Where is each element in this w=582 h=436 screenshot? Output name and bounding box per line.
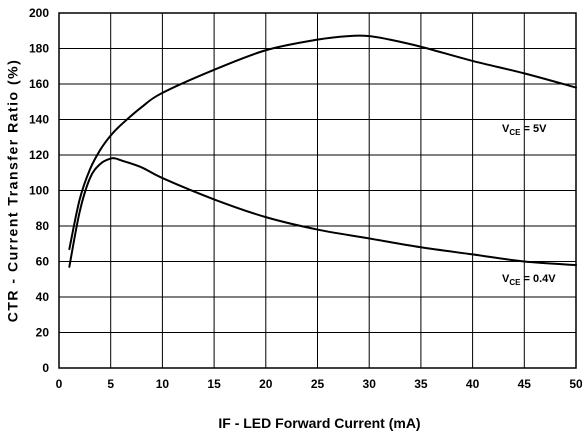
y-tick-label-10: 200 [29,6,49,20]
series-layer [68,34,577,268]
x-tick-label-4: 20 [259,377,273,391]
x-tick-label-3: 15 [207,377,221,391]
series-line-1 [68,157,577,268]
y-tick-label-5: 100 [29,184,49,198]
y-tick-label-7: 140 [29,113,49,127]
x-tick-labels: 0 5 10 15 20 25 30 35 40 45 50 [56,377,582,391]
curve-labels: VCE = 5V VCE = 0.4V [502,123,556,287]
series-line-0 [68,34,577,251]
x-tick-label-5: 25 [311,377,325,391]
x-tick-label-8: 40 [466,377,480,391]
x-tick-label-9: 45 [518,377,532,391]
x-axis-title: IF - LED Forward Current (mA) [218,415,420,431]
y-tick-label-6: 120 [29,148,49,162]
y-tick-label-8: 160 [29,77,49,91]
plot-frame [58,12,577,369]
y-tick-label-9: 180 [29,42,49,56]
series-label-1: VCE = 0.4V [502,273,556,287]
x-tick-label-10: 50 [569,377,582,391]
x-tick-label-1: 5 [107,377,114,391]
y-tick-labels: 0 20 40 60 80 100 120 140 160 180 200 [29,6,49,375]
y-axis-title: CTR - Current Transfer Ratio (%) [5,59,21,322]
y-tick-label-1: 20 [36,326,50,340]
y-tick-label-3: 60 [36,255,50,269]
y-tick-label-4: 80 [36,219,50,233]
series-label-0: VCE = 5V [502,123,547,137]
x-tick-label-7: 35 [414,377,428,391]
x-tick-label-0: 0 [56,377,63,391]
y-tick-label-2: 40 [36,290,50,304]
y-tick-label-0: 0 [42,361,49,375]
x-tick-label-6: 30 [363,377,377,391]
x-tick-label-2: 10 [156,377,170,391]
